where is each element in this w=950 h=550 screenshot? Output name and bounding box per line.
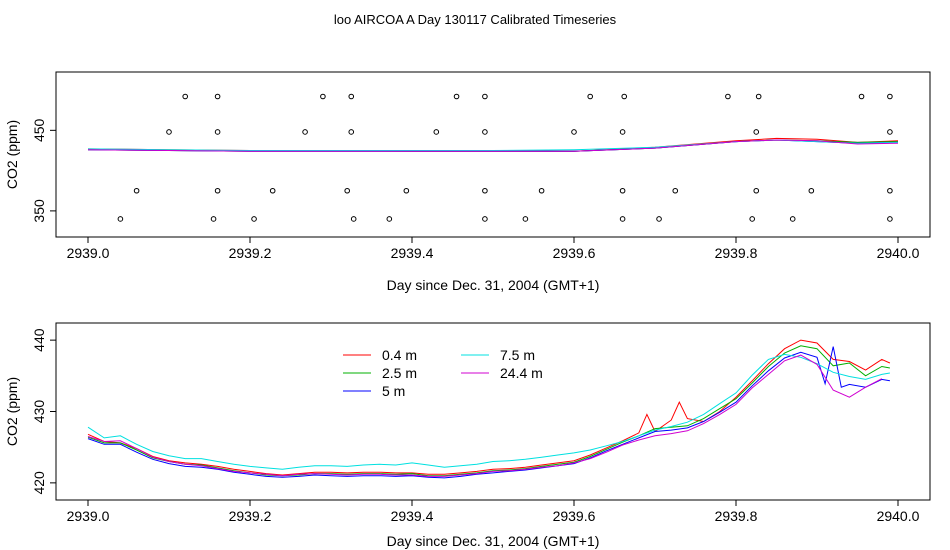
y-tick-label: 420 <box>31 471 47 495</box>
data-point <box>619 216 626 222</box>
series-line-24-4-m <box>87 354 883 477</box>
data-point <box>749 216 756 222</box>
series-line-0-4-m <box>87 339 891 476</box>
data-point <box>214 187 221 194</box>
series-line-7-5-m <box>87 139 899 151</box>
legend: 0.4 m 2.5 m 5 m 7.5 m 24.4 m <box>343 347 543 399</box>
plot-frame <box>55 71 931 238</box>
data-point <box>403 187 410 194</box>
panel-1: 2939.0 2939.2 2939.4 2939.6 2939.8 2940.0 350 4… <box>4 71 931 293</box>
data-point <box>571 129 577 135</box>
data-point <box>672 187 679 194</box>
y-axis-label: CO2 (ppm) <box>4 377 20 446</box>
data-point <box>269 187 276 194</box>
data-point <box>133 187 140 194</box>
data-point <box>433 129 440 135</box>
plot-frame <box>55 322 931 501</box>
data-point <box>482 187 488 194</box>
y-tick-label: 350 <box>31 199 47 223</box>
data-point <box>210 216 217 222</box>
x-tick-label: 2939.0 <box>67 245 110 261</box>
data-point <box>887 187 893 194</box>
figure-title: loo AIRCOA A Day 130117 Calibrated Times… <box>333 12 617 27</box>
data-point <box>350 216 357 222</box>
data-point <box>621 93 628 100</box>
x-tick-label: 2939.4 <box>391 508 434 524</box>
data-point <box>619 187 626 194</box>
x-tick-label: 2939.8 <box>715 508 758 524</box>
data-point <box>587 93 594 100</box>
data-point <box>789 216 796 222</box>
data-point <box>858 93 865 100</box>
data-point <box>251 216 257 222</box>
data-point <box>887 216 893 222</box>
series-line-24-4-m <box>87 139 899 152</box>
series-line-7-5-m <box>87 353 890 470</box>
data-point <box>320 93 326 100</box>
data-point <box>887 93 893 100</box>
data-point <box>214 93 221 100</box>
data-point <box>166 129 172 135</box>
data-point <box>386 216 393 222</box>
data-point <box>656 216 662 222</box>
legend-label: 7.5 m <box>500 347 535 363</box>
x-tick-label: 2940.0 <box>877 245 920 261</box>
data-point <box>753 187 760 194</box>
data-point <box>117 216 124 222</box>
y-axis-label: CO2 (ppm) <box>4 120 20 189</box>
legend-label: 2.5 m <box>382 365 417 381</box>
x-axis-label: Day since Dec. 31, 2004 (GMT+1) <box>387 277 600 293</box>
x-tick-label: 2939.6 <box>553 245 596 261</box>
x-tick-label: 2939.8 <box>715 245 758 261</box>
x-tick-label: 2939.0 <box>67 508 110 524</box>
y-tick-label: 430 <box>31 400 47 424</box>
data-point <box>482 129 488 135</box>
data-point <box>302 129 308 135</box>
x-tick-label: 2939.2 <box>229 508 272 524</box>
data-point <box>453 93 460 100</box>
series-line-5-m <box>87 346 890 479</box>
data-point <box>753 129 760 135</box>
data-point <box>344 187 351 194</box>
data-point <box>214 129 221 135</box>
data-point <box>348 93 355 100</box>
data-point <box>808 187 815 194</box>
data-point <box>725 93 731 100</box>
data-point <box>482 93 488 100</box>
legend-label: 0.4 m <box>382 347 417 363</box>
data-point <box>619 129 626 135</box>
data-point <box>482 216 488 222</box>
data-point <box>887 129 893 135</box>
data-point <box>348 129 355 135</box>
y-tick-label: 440 <box>31 328 47 352</box>
data-point <box>755 93 762 100</box>
panel-2: 2939.0 2939.2 2939.4 2939.6 2939.8 2940.0 420 4… <box>4 322 931 549</box>
y-tick-label: 450 <box>31 118 47 142</box>
x-axis-label: Day since Dec. 31, 2004 (GMT+1) <box>387 533 600 549</box>
data-point <box>522 216 529 222</box>
series-line-2-5-m <box>87 345 890 477</box>
x-tick-label: 2939.6 <box>553 508 596 524</box>
x-tick-label: 2940.0 <box>877 508 920 524</box>
data-point <box>182 93 188 100</box>
legend-label: 5 m <box>382 383 405 399</box>
x-tick-label: 2939.2 <box>229 245 272 261</box>
data-point <box>538 187 545 194</box>
legend-label: 24.4 m <box>500 365 543 381</box>
x-tick-label: 2939.4 <box>391 245 434 261</box>
